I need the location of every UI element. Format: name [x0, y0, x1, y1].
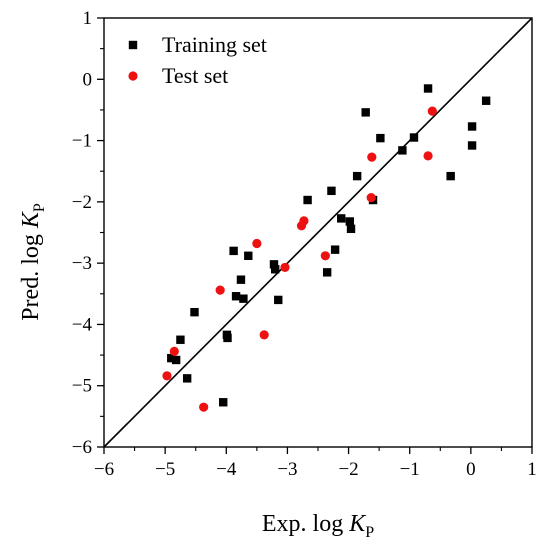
data-points: [162, 84, 491, 412]
x-tick-label: −2: [338, 459, 358, 480]
x-tick-label: 1: [527, 459, 537, 480]
test-point: [280, 262, 290, 273]
training-point: [274, 295, 283, 305]
y-axis-label-var: K: [18, 210, 44, 229]
training-point: [231, 292, 241, 301]
legend: Training set Test set: [128, 32, 267, 88]
legend-training-label: Training set: [162, 32, 267, 57]
training-point: [303, 195, 312, 205]
training-point: [171, 355, 181, 365]
y-tick-label: 1: [83, 8, 93, 29]
y-tick-label: −1: [72, 131, 92, 152]
training-point: [219, 398, 228, 407]
x-axis-label-main: Exp. log: [262, 511, 349, 537]
training-point: [352, 171, 362, 181]
training-point: [167, 353, 176, 363]
y-tick-label: −5: [72, 376, 92, 397]
x-axis-label-var: K: [348, 511, 367, 537]
reference-line: [103, 17, 533, 448]
training-point: [467, 141, 477, 150]
x-axis-ticks: −6 −5 −4 −3 −2 −1 0 1: [94, 447, 537, 480]
test-point: [169, 346, 179, 356]
y-axis-label-sub: P: [31, 203, 48, 212]
training-point: [481, 96, 491, 105]
training-point: [376, 133, 385, 143]
y-tick-label: 0: [83, 69, 93, 90]
series-test: [162, 106, 437, 412]
training-point: [229, 246, 238, 256]
test-point: [299, 216, 309, 226]
test-point: [320, 251, 330, 261]
test-point: [423, 151, 433, 161]
test-point: [259, 330, 269, 340]
y-axis-label: Pred. log KP: [18, 203, 48, 321]
x-axis-label: Exp. log KP: [262, 511, 374, 541]
x-tick-label: −6: [94, 459, 114, 480]
training-point: [244, 251, 253, 260]
legend-training-marker: [128, 40, 138, 50]
x-tick-label: −4: [216, 459, 237, 480]
training-point: [467, 122, 477, 131]
training-point: [327, 186, 336, 196]
training-point: [337, 214, 346, 223]
training-point: [239, 294, 248, 303]
training-point: [446, 171, 455, 181]
training-point: [361, 108, 370, 117]
x-tick-label: 0: [466, 459, 476, 480]
training-point: [176, 335, 185, 344]
x-tick-label: −5: [155, 459, 175, 480]
training-point: [269, 260, 279, 269]
training-point: [346, 224, 356, 234]
training-point: [223, 333, 232, 343]
training-point: [190, 307, 199, 317]
test-point: [162, 371, 172, 381]
training-point: [236, 275, 246, 284]
y-axis-label-main: Pred. log: [18, 228, 44, 321]
legend-test-label: Test set: [162, 63, 228, 88]
training-point: [345, 217, 354, 226]
test-point: [427, 106, 437, 116]
test-point: [366, 192, 376, 203]
training-point: [409, 133, 419, 142]
test-point: [199, 402, 209, 412]
x-tick-label: −1: [400, 459, 420, 480]
y-tick-label: −3: [72, 253, 92, 274]
training-point: [398, 146, 407, 155]
series-training: [167, 84, 491, 407]
reference-line-group: [103, 17, 533, 448]
legend-test-marker: [128, 71, 138, 81]
training-point: [423, 84, 433, 93]
test-point: [252, 238, 262, 249]
y-tick-label: −6: [72, 437, 92, 458]
training-point: [330, 245, 340, 254]
test-point: [215, 285, 225, 295]
y-tick-label: −4: [72, 314, 93, 335]
x-axis-label-sub: P: [365, 524, 374, 541]
x-tick-label: −3: [277, 459, 297, 480]
y-tick-label: −2: [72, 192, 92, 213]
training-point: [271, 265, 280, 274]
training-point: [322, 268, 332, 277]
training-point: [182, 374, 192, 383]
y-axis-ticks: −6 −5 −4 −3 −2 −1 0 1: [72, 8, 104, 458]
test-point: [367, 152, 377, 162]
